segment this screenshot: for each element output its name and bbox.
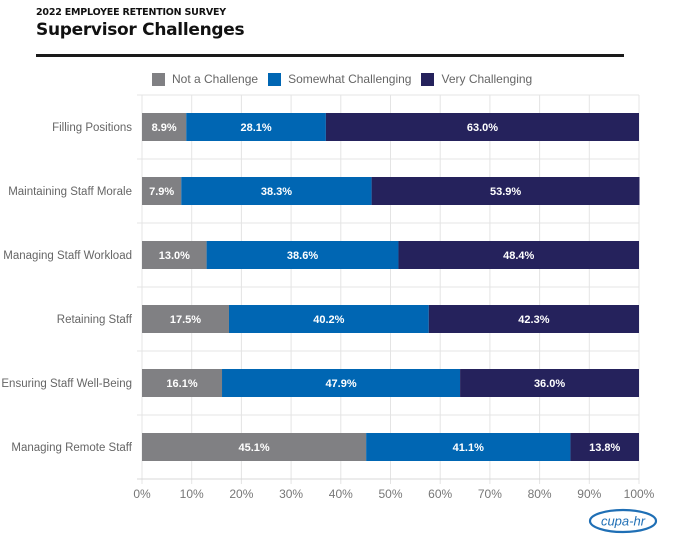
- data-label: 42.3%: [518, 314, 549, 326]
- legend-swatch: [421, 72, 435, 86]
- data-label: 8.9%: [152, 122, 177, 134]
- x-tick-label: 100%: [624, 487, 655, 501]
- x-tick-label: 0%: [133, 487, 151, 501]
- bar-segment: [142, 241, 207, 269]
- bar-segment: [398, 241, 639, 269]
- legend-item-somewhat-challenging[interactable]: Somewhat Challenging: [268, 72, 411, 86]
- data-label: 47.9%: [325, 378, 356, 390]
- x-tick-label: 60%: [428, 487, 452, 501]
- bar-segment: [460, 369, 639, 397]
- bar-segment: [570, 433, 639, 461]
- legend-label: Very Challenging: [441, 72, 533, 86]
- bar-segment: [371, 177, 640, 205]
- legend-item-very-challenging[interactable]: Very Challenging: [421, 72, 532, 86]
- data-label: 45.1%: [238, 442, 269, 454]
- data-label: 63.0%: [467, 122, 498, 134]
- bar-segment: [222, 369, 461, 397]
- x-tick-label: 90%: [577, 487, 601, 501]
- data-label: 13.0%: [159, 250, 190, 262]
- data-label: 17.5%: [170, 314, 201, 326]
- cupa-hr-logo-icon: cupa-hr: [588, 508, 658, 534]
- data-label: 13.8%: [589, 442, 620, 454]
- data-label: 41.1%: [453, 442, 484, 454]
- bar-segment: [142, 177, 182, 205]
- category-label: Filling Positions: [52, 122, 132, 134]
- bar-segment: [186, 113, 326, 141]
- category-label: Ensuring Staff Well-Being: [1, 378, 132, 390]
- legend-label: Somewhat Challenging: [288, 72, 412, 86]
- x-tick-label: 20%: [229, 487, 253, 501]
- bar-segment: [181, 177, 372, 205]
- bar-segment: [142, 113, 187, 141]
- data-label: 40.2%: [313, 314, 344, 326]
- x-tick-label: 30%: [279, 487, 303, 501]
- x-tick-label: 80%: [528, 487, 552, 501]
- data-label: 38.3%: [261, 186, 292, 198]
- bar-segment: [228, 305, 429, 333]
- bar-segment: [366, 433, 571, 461]
- chart-legend: Not a Challenge Somewhat Challenging Ver…: [152, 72, 542, 86]
- bar-segment: [206, 241, 399, 269]
- bar-segment: [142, 433, 367, 461]
- chart-title: Supervisor Challenges: [36, 20, 245, 40]
- bar-segment: [325, 113, 639, 141]
- legend-swatch: [268, 72, 282, 86]
- bar-segment: [428, 305, 639, 333]
- data-label: 38.6%: [287, 250, 318, 262]
- x-tick-label: 50%: [378, 487, 402, 501]
- data-label: 36.0%: [534, 378, 565, 390]
- bar-segment: [142, 305, 229, 333]
- data-label: 7.9%: [149, 186, 174, 198]
- title-divider: [36, 54, 624, 57]
- legend-label: Not a Challenge: [172, 72, 259, 86]
- data-label: 48.4%: [503, 250, 534, 262]
- category-label: Managing Staff Workload: [3, 250, 132, 262]
- legend-swatch: [152, 72, 165, 86]
- logo-text: cupa-hr: [601, 514, 646, 529]
- survey-kicker: 2022 EMPLOYEE RETENTION SURVEY: [36, 7, 226, 18]
- x-tick-label: 10%: [180, 487, 204, 501]
- category-label: Managing Remote Staff: [11, 442, 132, 454]
- category-label: Retaining Staff: [57, 314, 133, 326]
- x-tick-label: 40%: [329, 487, 353, 501]
- category-label: Maintaining Staff Morale: [8, 186, 132, 198]
- data-label: 28.1%: [240, 122, 271, 134]
- data-label: 53.9%: [490, 186, 521, 198]
- x-tick-label: 70%: [478, 487, 502, 501]
- legend-item-not-a-challenge[interactable]: Not a Challenge: [152, 72, 258, 86]
- data-label: 16.1%: [166, 378, 197, 390]
- bar-segment: [142, 369, 223, 397]
